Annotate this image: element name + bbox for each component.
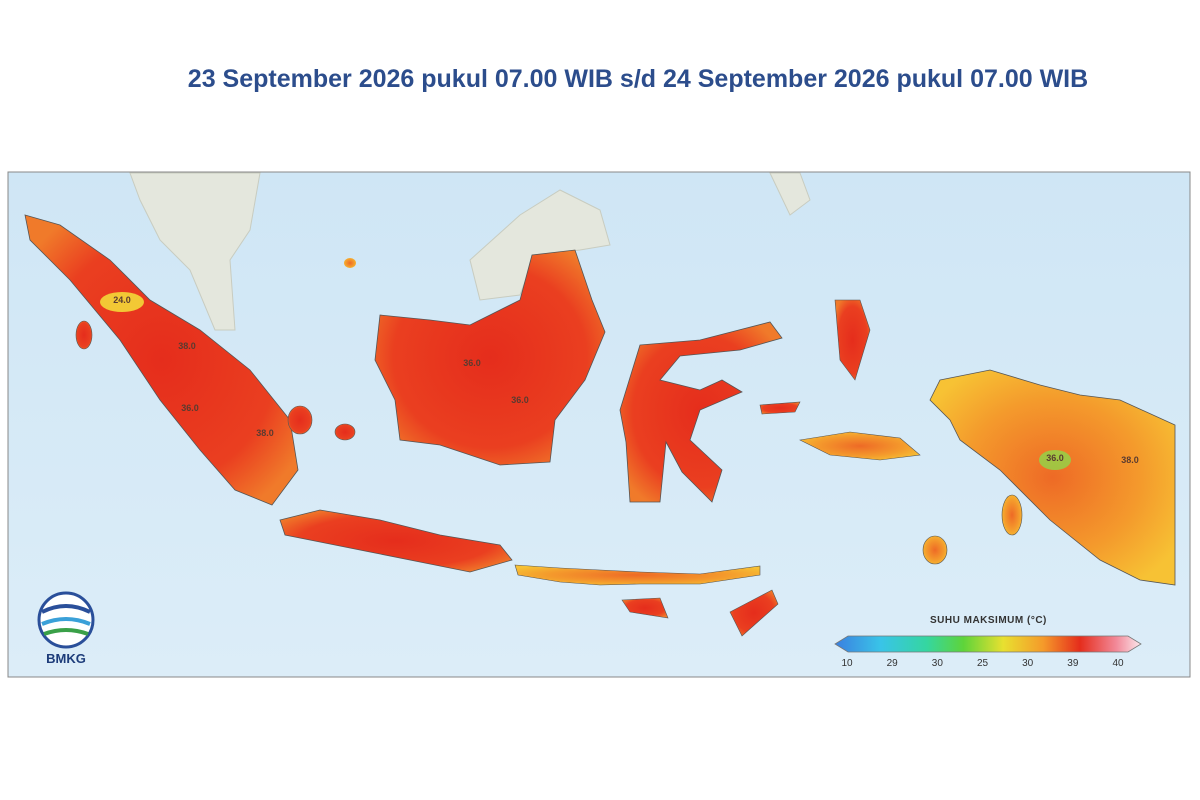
island	[24, 214, 299, 506]
land-neighbour	[129, 172, 261, 331]
island	[287, 405, 313, 435]
color-bar	[834, 635, 1142, 653]
map-label: 24.0	[113, 295, 131, 305]
legend-tick-label: 30	[932, 658, 944, 669]
legend: SUHU MAKSIMUM (°C) 10 29 30 25 30 39 40	[834, 615, 1142, 669]
island	[1001, 494, 1023, 536]
map-label: 38.0	[1121, 455, 1139, 465]
map-label: 36.0	[463, 358, 481, 368]
map-labels: 24.0 38.0 36.0 38.0 36.0 36.0 36.0 38.0	[113, 295, 1139, 465]
island	[799, 431, 921, 461]
logo-wave	[43, 628, 89, 636]
map-label: 36.0	[511, 395, 529, 405]
island	[514, 564, 761, 586]
island	[929, 369, 1176, 586]
map-label: 36.0	[181, 403, 199, 413]
legend-tick-label: 40	[1112, 658, 1124, 669]
land-neighbour	[769, 172, 811, 216]
island	[621, 597, 669, 619]
island	[759, 401, 801, 415]
map-label: 38.0	[256, 428, 274, 438]
legend-tick-label: 39	[1067, 658, 1079, 669]
island	[922, 535, 948, 565]
island	[834, 299, 871, 381]
island	[75, 320, 93, 350]
logo-text: BMKG	[46, 651, 86, 666]
legend-title: SUHU MAKSIMUM (°C)	[930, 615, 1047, 626]
island	[279, 509, 513, 573]
legend-tick-label: 30	[1022, 658, 1034, 669]
legend-tick-label: 10	[841, 658, 853, 669]
title: 23 September 2026 pukul 07.00 WIB s/d 24…	[188, 65, 1088, 93]
island	[619, 321, 783, 503]
land-neighbour	[469, 189, 611, 301]
logo: BMKG	[37, 591, 95, 666]
hotspot	[1039, 450, 1071, 470]
map-label: 36.0	[1046, 453, 1064, 463]
logo-wave	[41, 604, 91, 614]
island	[729, 589, 779, 637]
legend-ticks: 10 29 30 25 30 39 40	[841, 658, 1124, 669]
legend-tick-label: 29	[887, 658, 899, 669]
legend-tick-label: 25	[977, 658, 989, 669]
map: 24.0 38.0 36.0 38.0 36.0 36.0 36.0 38.0	[7, 171, 1191, 678]
island	[344, 258, 356, 268]
logo-wave	[41, 617, 91, 626]
hotspot	[100, 292, 144, 312]
map-label: 38.0	[178, 341, 196, 351]
island	[374, 249, 606, 466]
island	[334, 423, 356, 441]
